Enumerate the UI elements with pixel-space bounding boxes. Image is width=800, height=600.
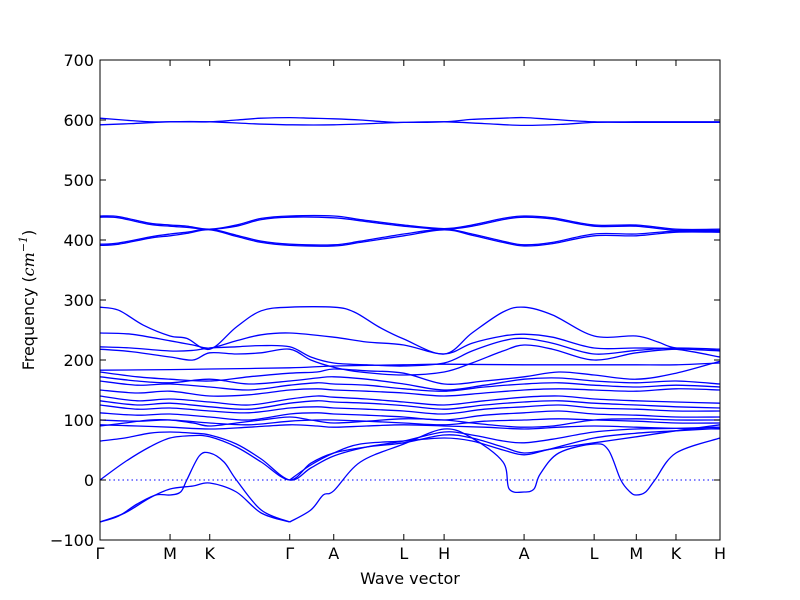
y-tick-label: −100 [50,531,94,550]
band-line-21 [99,424,721,430]
y-tick-label: 100 [63,411,94,430]
x-tick-label: Γ [96,544,105,563]
x-axis-title: Wave vector [360,569,460,588]
y-tick-label: 600 [63,111,94,130]
band-line-23 [99,426,721,481]
x-tick-label: H [714,544,726,563]
band-line-14 [99,380,721,392]
band-line-19 [99,410,721,421]
band-lines [99,116,721,523]
band-line-8 [99,332,721,358]
y-axis-title-prefix: Frequency ( [19,276,38,370]
band-line-20 [99,418,721,426]
x-tick-label: A [519,544,530,563]
band-line-12 [99,360,721,385]
y-tick-label: 200 [63,351,94,370]
band-line-2 [99,120,720,127]
band-line-17 [99,400,721,410]
band-line-10 [99,344,721,376]
y-tick-label: 300 [63,291,94,310]
y-tick-label: 700 [63,51,94,70]
x-tick-label: L [399,544,408,563]
band-line-5 [99,228,721,246]
band-line-6 [99,229,721,247]
y-axis-title: Frequency (cm−1) [17,230,38,371]
x-tick-label: H [438,544,450,563]
x-tick-label: A [328,544,339,563]
x-tick-label: M [163,544,177,563]
band-line-16 [99,395,721,406]
band-line-15 [99,388,721,397]
x-tick-label: Γ [285,544,294,563]
band-line-24 [99,424,721,481]
y-axis-title-suffix: ) [19,230,38,236]
band-line-18 [99,404,721,415]
x-tick-label: K [671,544,682,563]
band-line-7 [99,306,721,355]
band-line-27 [289,428,721,523]
band-line-26 [99,482,290,523]
band-line-11 [99,362,721,371]
y-tick-label: 500 [63,171,94,190]
y-axis-ticks: −100 0 100 200 300 400 500 600 700 [50,51,720,550]
x-tick-label: L [590,544,599,563]
band-line-4 [99,216,721,232]
y-axis-title-unit: cm [19,252,38,276]
band-line-3 [99,214,721,231]
band-line-13 [99,376,721,391]
y-axis-title-exponent: −1 [17,236,30,252]
band-line-28 [289,427,721,481]
x-tick-label: K [204,544,215,563]
band-line-22 [99,416,721,428]
y-tick-label: 0 [84,471,94,490]
x-tick-label: M [629,544,643,563]
y-tick-label: 400 [63,231,94,250]
